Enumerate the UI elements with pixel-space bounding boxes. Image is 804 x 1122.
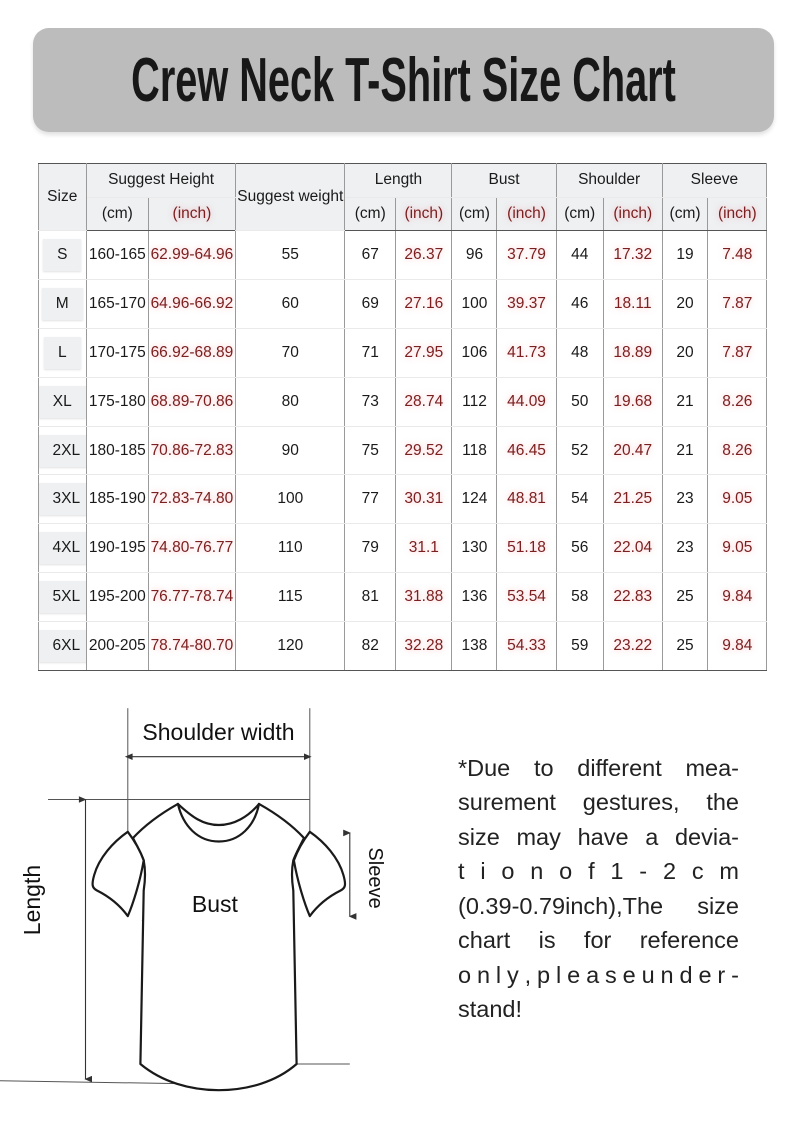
svg-text:Bust: Bust: [192, 891, 239, 917]
svg-text:Sleeve: Sleeve: [364, 847, 386, 908]
svg-text:Length: Length: [19, 865, 45, 935]
svg-text:Shoulder width: Shoulder width: [142, 719, 294, 745]
